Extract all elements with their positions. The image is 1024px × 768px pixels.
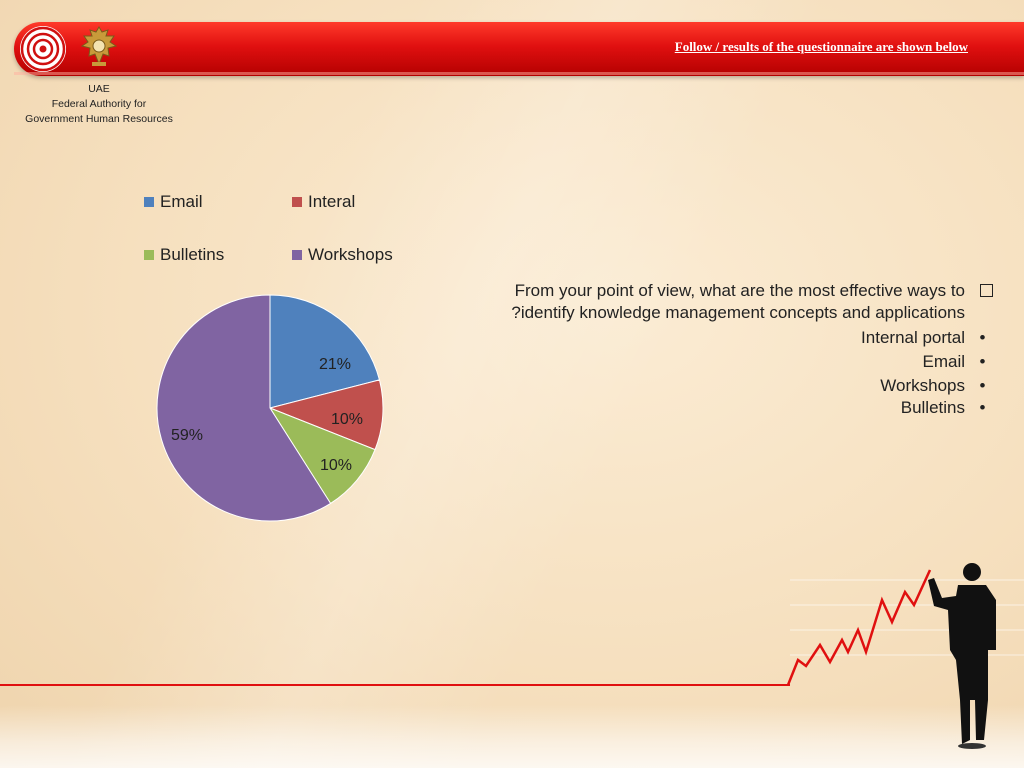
bullet-icon: • <box>979 398 986 417</box>
legend-item-interal: Interal <box>292 192 355 212</box>
emblem-icon <box>78 24 120 70</box>
list-item: Internal portal • <box>600 328 1000 348</box>
businessman-icon <box>928 563 996 749</box>
checkbox-icon <box>980 284 993 297</box>
list-item-text: Internal portal <box>861 328 965 347</box>
legend-swatch <box>144 250 154 260</box>
growth-line <box>786 569 932 686</box>
legend-item-workshops: Workshops <box>292 245 393 265</box>
org-line-2: Federal Authority for <box>51 98 147 110</box>
pie-slice-bulletins <box>268 406 376 505</box>
legend-label: Interal <box>308 192 356 211</box>
legend-swatch <box>292 250 302 260</box>
bullet-icon: • <box>979 352 986 371</box>
list-item: Email • <box>600 352 1000 372</box>
question-text: From your point of view, what are the mo… <box>430 280 965 324</box>
legend-label: Workshops <box>308 245 393 264</box>
pie-slice-workshops <box>156 294 332 522</box>
legend-label: Bulletins <box>160 245 225 264</box>
list-item-text: Workshops <box>880 376 965 395</box>
header-bar <box>14 22 1024 76</box>
legend-item-bulletins: Bulletins <box>144 245 224 265</box>
data-label: 21% <box>319 356 351 373</box>
organization-name: UAE Federal Authority for Government Hum… <box>10 82 188 127</box>
org-line-1: UAE <box>88 83 110 95</box>
list-item: Bulletins • <box>600 398 1000 418</box>
list-item-text: Bulletins <box>900 398 965 417</box>
header-title: Follow / results of the questionnaire ar… <box>674 39 968 54</box>
bullet-icon: • <box>979 328 986 347</box>
legend-swatch <box>292 197 302 207</box>
data-label: 59% <box>171 427 203 444</box>
logo-icon <box>20 26 66 72</box>
data-label: 10% <box>331 411 363 428</box>
legend-swatch <box>144 197 154 207</box>
question-line-2: ?identify knowledge management concepts … <box>511 303 965 322</box>
org-line-3: Government Human Resources <box>25 113 173 125</box>
data-label: 10% <box>320 457 352 474</box>
floor-reflection <box>0 705 1024 768</box>
pie-slice-interal <box>268 379 384 451</box>
legend-label: Email <box>160 192 203 211</box>
question-line-1: From your point of view, what are the mo… <box>514 281 965 300</box>
pie-slice-email <box>269 294 381 409</box>
baseline-line <box>0 684 790 686</box>
list-item: Workshops • <box>600 376 1000 396</box>
legend-item-email: Email <box>144 192 203 212</box>
bullet-icon: • <box>979 376 986 395</box>
list-item-text: Email <box>922 352 965 371</box>
